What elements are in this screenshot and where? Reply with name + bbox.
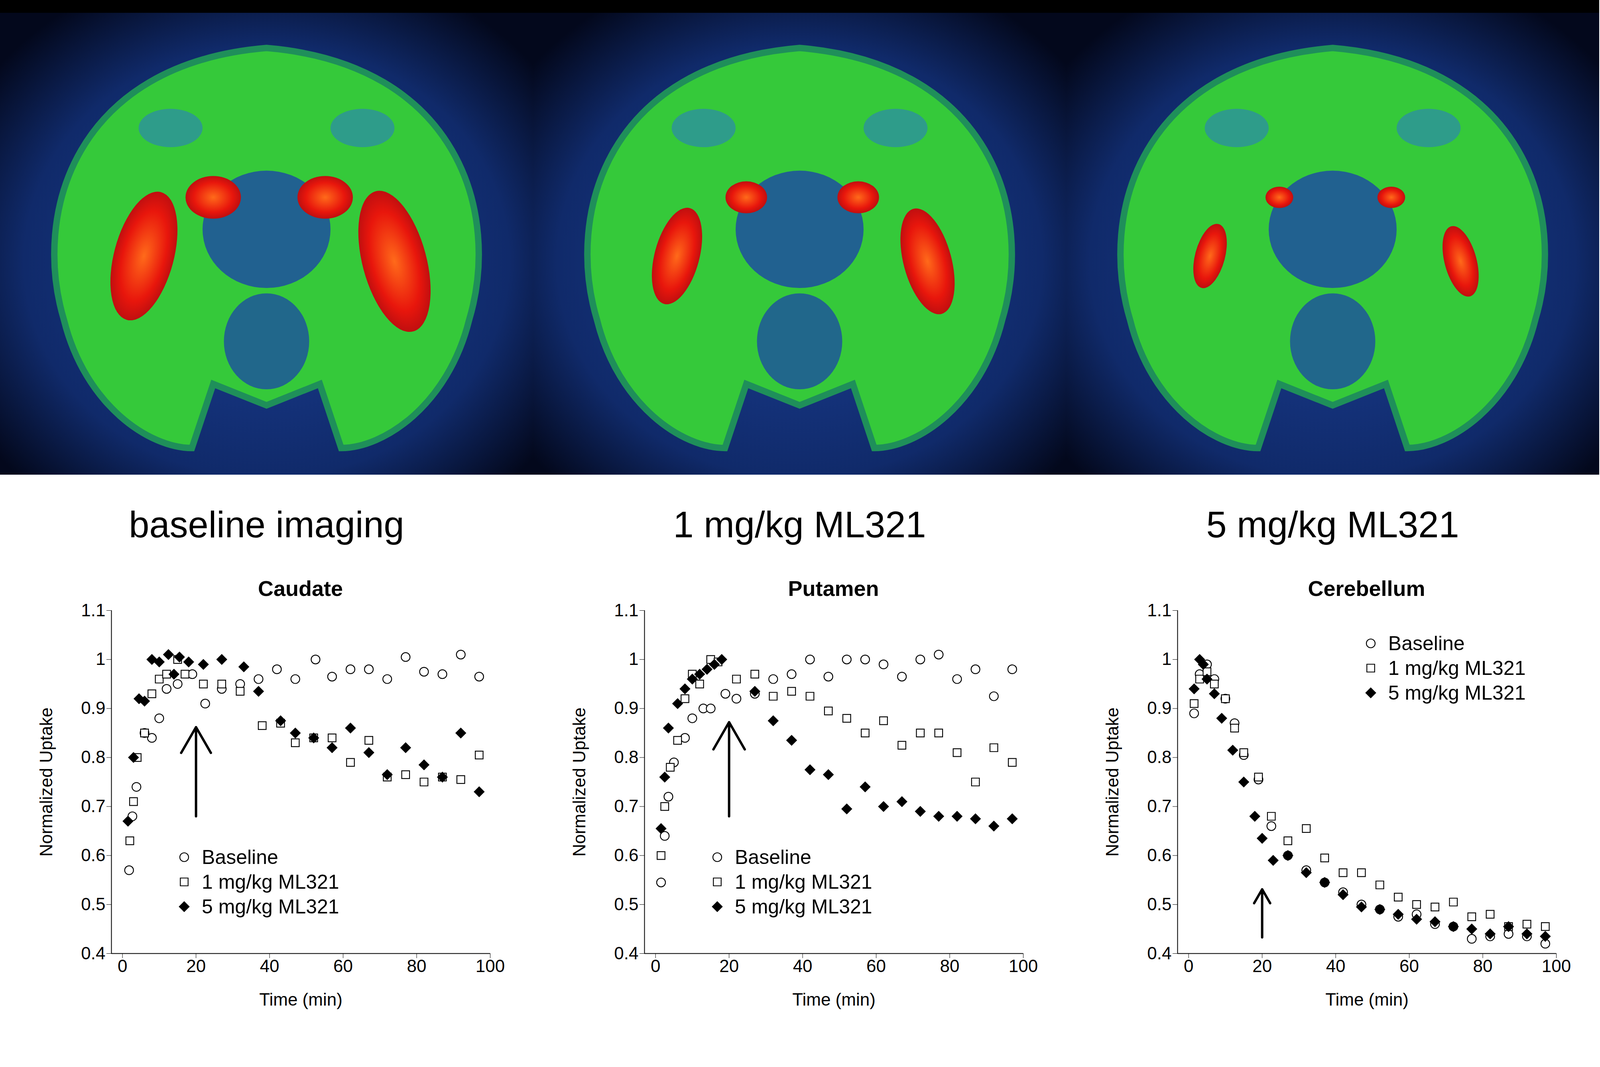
svg-text:0: 0: [117, 955, 127, 976]
svg-text:Time (min): Time (min): [259, 989, 343, 1009]
html-text:1 mg/kg ML321: 1 mg/kg ML321: [734, 870, 873, 893]
svg-text:1.1: 1.1: [1147, 600, 1172, 620]
svg-text:0.5: 0.5: [614, 893, 639, 914]
svg-text:40: 40: [1325, 955, 1346, 976]
svg-text:100: 100: [475, 955, 505, 976]
svg-text:80: 80: [406, 955, 427, 976]
svg-text:0.5: 0.5: [80, 893, 106, 914]
svg-text:0: 0: [1183, 955, 1193, 976]
html-text:baseline imaging: baseline imaging: [128, 503, 405, 545]
html-text:Caudate: Caudate: [257, 576, 343, 601]
svg-text:0.6: 0.6: [1147, 844, 1172, 865]
svg-text:1: 1: [628, 648, 639, 669]
svg-text:40: 40: [259, 955, 280, 976]
svg-text:80: 80: [1472, 955, 1493, 976]
svg-text:0.8: 0.8: [1147, 746, 1172, 767]
svg-text:0.4: 0.4: [614, 942, 639, 963]
html-text:Baseline: Baseline: [1388, 631, 1465, 655]
svg-text:60: 60: [1399, 955, 1419, 976]
html-text:5 mg/kg ML321: 5 mg/kg ML321: [1206, 503, 1460, 545]
svg-text:0.7: 0.7: [614, 795, 639, 816]
html-text:1 mg/kg ML321: 1 mg/kg ML321: [673, 503, 927, 545]
html-text:Baseline: Baseline: [201, 845, 279, 868]
html-text:5 mg/kg ML321: 5 mg/kg ML321: [734, 895, 873, 918]
svg-text:0.6: 0.6: [80, 844, 106, 865]
svg-text:0.7: 0.7: [80, 795, 106, 816]
svg-text:Normalized Uptake: Normalized Uptake: [568, 706, 589, 857]
svg-text:20: 20: [186, 955, 206, 976]
svg-text:0.8: 0.8: [614, 746, 639, 767]
svg-text:1.1: 1.1: [614, 600, 639, 620]
svg-text:Normalized Uptake: Normalized Uptake: [1102, 706, 1122, 857]
svg-text:0.9: 0.9: [614, 697, 639, 718]
svg-text:0: 0: [650, 955, 660, 976]
html-text:Baseline: Baseline: [734, 845, 812, 868]
svg-text:60: 60: [866, 955, 886, 976]
svg-text:100: 100: [1541, 955, 1571, 976]
svg-text:0.7: 0.7: [1147, 795, 1172, 816]
svg-text:1: 1: [1161, 648, 1172, 669]
svg-text:0.6: 0.6: [614, 844, 639, 865]
svg-text:20: 20: [719, 955, 739, 976]
svg-text:0.4: 0.4: [1147, 942, 1172, 963]
svg-text:Time (min): Time (min): [792, 989, 876, 1009]
svg-text:0.4: 0.4: [80, 942, 106, 963]
svg-text:100: 100: [1008, 955, 1038, 976]
svg-text:40: 40: [792, 955, 813, 976]
svg-text:1.1: 1.1: [80, 600, 106, 620]
svg-text:0.9: 0.9: [1147, 697, 1172, 718]
html-text:5 mg/kg ML321: 5 mg/kg ML321: [201, 895, 340, 918]
html-text:1 mg/kg ML321: 1 mg/kg ML321: [201, 870, 340, 893]
html-text:Putamen: Putamen: [788, 576, 879, 601]
svg-text:20: 20: [1252, 955, 1272, 976]
svg-text:0.5: 0.5: [1147, 893, 1172, 914]
html-text:Cerebellum: Cerebellum: [1307, 576, 1426, 601]
svg-text:Normalized Uptake: Normalized Uptake: [35, 706, 56, 857]
svg-text:1: 1: [95, 648, 106, 669]
svg-text:60: 60: [333, 955, 353, 976]
svg-text:Time (min): Time (min): [1325, 989, 1409, 1009]
svg-text:0.8: 0.8: [80, 746, 106, 767]
svg-text:80: 80: [939, 955, 960, 976]
svg-text:0.9: 0.9: [80, 697, 106, 718]
html-text:1 mg/kg ML321: 1 mg/kg ML321: [1388, 656, 1526, 679]
html-text:5 mg/kg ML321: 5 mg/kg ML321: [1388, 681, 1526, 704]
